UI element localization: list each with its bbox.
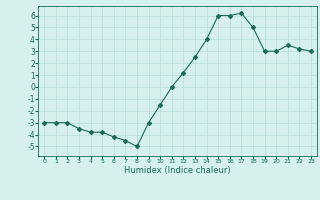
X-axis label: Humidex (Indice chaleur): Humidex (Indice chaleur) — [124, 166, 231, 175]
